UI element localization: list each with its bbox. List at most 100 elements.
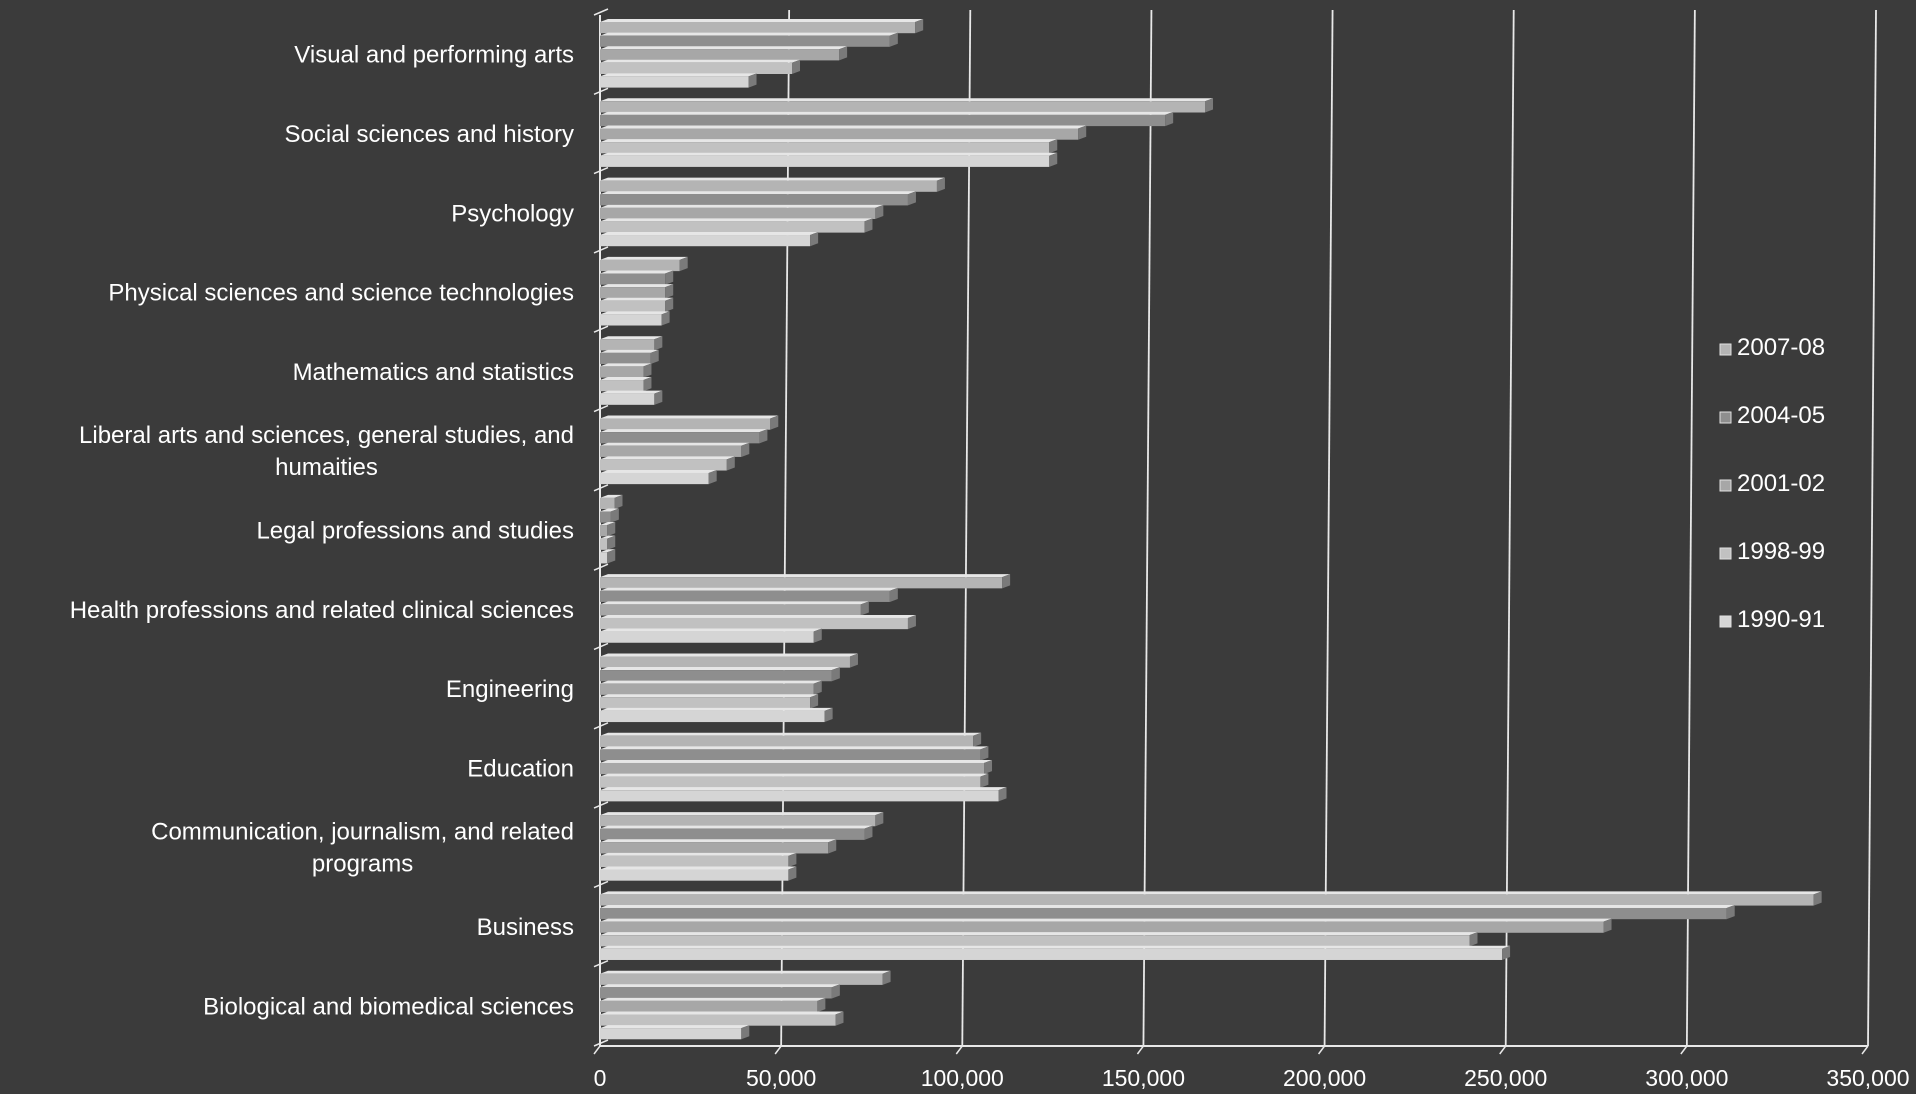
bar-front-face <box>600 762 985 775</box>
bar-top-face <box>600 152 1058 156</box>
y-tick <box>593 960 609 968</box>
bar <box>600 825 873 840</box>
bar-end-face <box>1049 139 1058 154</box>
bar-top-face <box>600 98 1214 102</box>
bar-top-face <box>600 746 989 750</box>
bar-top-face <box>600 984 840 988</box>
bar-end-face <box>770 415 779 430</box>
bar-front-face <box>600 128 1079 140</box>
gridline <box>1504 9 1515 1047</box>
bar-front-face <box>600 194 908 206</box>
bar-end-face <box>835 1011 844 1026</box>
bar <box>600 746 989 761</box>
bar-end-face <box>980 773 989 788</box>
bar-top-face <box>600 204 884 208</box>
bar-front-face <box>600 525 608 537</box>
bar-front-face <box>600 842 829 854</box>
x-tick-label: 200,000 <box>1283 1065 1366 1091</box>
bar <box>600 390 663 405</box>
bar-top-face <box>600 218 873 222</box>
bar-end-face <box>984 759 993 775</box>
category-label: Engineering <box>446 676 574 703</box>
bar-end-face <box>788 866 797 881</box>
bar-front-face <box>600 22 916 34</box>
bar-end-face <box>614 494 623 510</box>
bar-top-face <box>600 732 982 736</box>
bar <box>600 270 674 285</box>
bar <box>600 773 989 788</box>
y-tick <box>593 801 609 809</box>
bar-end-face <box>1049 152 1058 167</box>
bar-end-face <box>665 297 674 312</box>
bar-end-face <box>810 694 819 709</box>
legend-swatch <box>1719 343 1732 356</box>
bar-front-face <box>600 631 814 643</box>
x-tick-label: 0 <box>594 1065 607 1091</box>
bar-front-face <box>600 1014 836 1026</box>
x-tick-label: 50,000 <box>746 1065 816 1091</box>
bar <box>600 311 670 326</box>
bar-end-face <box>824 707 833 723</box>
bar <box>600 574 1011 589</box>
bar-front-face <box>600 221 865 233</box>
bar-front-face <box>600 1028 742 1040</box>
bar-top-face <box>600 549 616 553</box>
bar-end-face <box>915 19 924 34</box>
bar <box>600 759 993 775</box>
bar-end-face <box>654 336 663 351</box>
bar-front-face <box>600 259 680 272</box>
bar-front-face <box>600 180 937 192</box>
bar <box>600 812 884 827</box>
bar-top-face <box>600 653 858 657</box>
bar <box>600 945 1511 960</box>
x-tick <box>1499 1045 1507 1055</box>
legend-swatch <box>1719 547 1732 560</box>
bar-front-face <box>600 366 644 378</box>
bar <box>600 732 982 747</box>
x-tick-label: 300,000 <box>1645 1065 1728 1091</box>
x-tick <box>955 1045 963 1055</box>
y-tick <box>593 166 609 175</box>
x-tick-labels: 0 50,000 100,000 150,000 200,000 250,000 300,0… <box>594 1065 1910 1091</box>
bar-end-face <box>1603 918 1612 933</box>
bar <box>600 918 1612 933</box>
bar-front-face <box>600 339 655 351</box>
bar <box>600 852 797 868</box>
legend-swatch <box>1719 411 1732 424</box>
bar-front-face <box>600 155 1050 167</box>
bar-end-face <box>813 680 822 695</box>
bar-top-face <box>600 932 1478 936</box>
bar-top-face <box>600 139 1058 143</box>
bar-end-face <box>610 508 619 523</box>
bar-end-face <box>882 970 891 985</box>
bar-end-face <box>741 442 750 457</box>
legend-entry: 1990-91 <box>1719 606 1825 633</box>
bar <box>600 1025 750 1040</box>
bar-front-face <box>600 987 832 999</box>
bar-top-face <box>600 839 837 843</box>
x-tick <box>593 1045 601 1055</box>
x-tick-label: 250,000 <box>1464 1065 1547 1091</box>
category-label: Legal professions and studies <box>256 518 574 545</box>
bar-top-face <box>600 707 833 711</box>
bar-front-face <box>600 287 666 299</box>
bar-front-face <box>600 907 1727 920</box>
bar-end-face <box>741 1025 750 1040</box>
bar-front-face <box>600 617 908 630</box>
bar <box>600 970 891 985</box>
legend: 2007-08 2004-05 2001-02 1998-99 1990-91 <box>1719 334 1825 633</box>
bar-top-face <box>600 891 1822 895</box>
bar-top-face <box>600 125 1087 129</box>
bar-front-face <box>600 511 611 523</box>
bar-end-face <box>864 825 873 840</box>
bar-top-face <box>600 494 623 498</box>
bar <box>600 997 826 1013</box>
bar-front-face <box>600 352 651 365</box>
legend-entry: 2007-08 <box>1719 334 1825 361</box>
bar <box>600 152 1058 167</box>
bar-top-face <box>600 628 822 632</box>
bar <box>600 614 916 630</box>
bar-front-face <box>600 670 832 682</box>
bar-front-face <box>600 710 825 723</box>
bar-front-face <box>600 921 1604 933</box>
